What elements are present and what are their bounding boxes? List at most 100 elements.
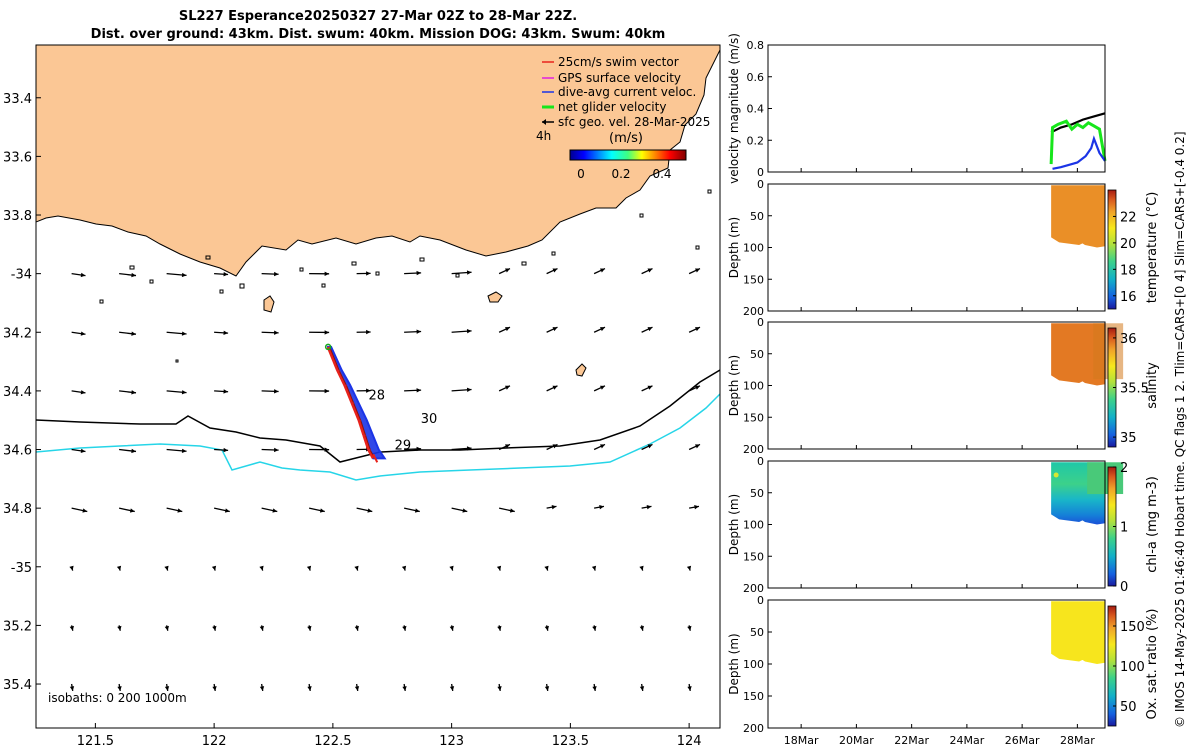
velocity-series-line xyxy=(1049,119,1107,165)
temperature-y-tick-label: 200 xyxy=(743,305,764,318)
geostrophic-arrowhead xyxy=(116,565,122,571)
geostrophic-arrowhead xyxy=(416,329,422,334)
time-axis-tick-label: 28Mar xyxy=(1060,734,1095,747)
island xyxy=(487,291,503,303)
oxygen-colorbar-tick-label: 150 xyxy=(1120,620,1145,635)
geostrophic-arrowhead xyxy=(552,444,558,449)
temperature-colorbar-tick-label: 20 xyxy=(1120,237,1137,252)
geostrophic-arrowhead xyxy=(131,448,137,454)
legend-label-sfc-geo-vel: sfc geo. vel. 28-Mar-2025 xyxy=(558,115,710,129)
salinity-y-tick-label: 200 xyxy=(743,443,764,456)
geostrophic-arrowhead xyxy=(402,625,407,631)
time-axis-tick-label: 24Mar xyxy=(950,734,985,747)
geostrophic-arrowhead xyxy=(416,270,422,276)
map-y-tick-label: -35 xyxy=(11,561,32,576)
geostrophic-arrowhead xyxy=(319,508,325,513)
geostrophic-arrowhead xyxy=(639,625,644,631)
geostrophic-arrowhead xyxy=(131,390,137,395)
oxygen-y-tick-label: 0 xyxy=(757,594,764,607)
geostrophic-arrowhead xyxy=(80,272,86,278)
velocity-plot-area xyxy=(768,45,1105,172)
time-axis-tick-label: 18Mar xyxy=(784,734,819,747)
map-y-tick-label: 34.2 xyxy=(3,326,32,341)
timeseries-panels: 0 0.2 0.4 0.6 0.8 velocity magnitude (m/s) 0 50… xyxy=(727,33,1160,747)
geostrophic-arrowhead xyxy=(647,444,653,449)
geostrophic-arrowhead xyxy=(212,625,217,631)
track-line-segment xyxy=(365,435,371,451)
geostrophic-arrowhead xyxy=(367,508,373,513)
velocity-y-tick-label: 0.8 xyxy=(747,39,765,52)
temperature-colorbar-tick-label: 16 xyxy=(1120,290,1137,305)
oxygen-y-tick-label: 200 xyxy=(743,722,764,735)
map-colorbar-tick: 0.2 xyxy=(611,167,630,181)
geostrophic-arrowhead xyxy=(552,385,558,390)
map-y-tick-label: 34.4 xyxy=(3,385,32,400)
geostrophic-arrowhead xyxy=(211,565,217,571)
geostrophic-arrowhead xyxy=(274,330,279,335)
panel-velocity: 0 0.2 0.4 0.6 0.8 velocity magnitude (m/s) xyxy=(727,33,1107,184)
track-day-labels: 28 29 30 xyxy=(369,389,438,454)
coastline-land xyxy=(36,45,720,277)
geostrophic-arrowhead xyxy=(164,686,170,691)
geostrophic-arrowhead xyxy=(600,327,606,332)
velocity-y-tick-label: 0 xyxy=(757,166,764,179)
map-legend: 25cm/s swim vector GPS surface velocity … xyxy=(536,55,710,181)
geostrophic-arrowhead xyxy=(69,565,74,571)
geostrophic-arrowhead xyxy=(366,388,371,393)
geostrophic-arrowhead xyxy=(117,625,122,631)
temperature-y-tick-label: 50 xyxy=(750,210,764,223)
geostrophic-arrowhead xyxy=(686,565,692,571)
geostrophic-arrowhead xyxy=(259,625,264,631)
geostrophic-arrowhead xyxy=(544,625,549,631)
geostrophic-arrowhead xyxy=(449,625,454,631)
temperature-y-tick-label: 0 xyxy=(757,178,764,191)
time-axis-tick-label: 20Mar xyxy=(839,734,874,747)
temperature-colorbar xyxy=(1107,189,1117,310)
salinity-data-field xyxy=(1051,323,1105,386)
chla-y-tick-label: 0 xyxy=(757,455,764,468)
swim-vector-segment xyxy=(367,448,375,460)
swim-vector-segment xyxy=(350,402,361,421)
geostrophic-arrowhead xyxy=(505,385,511,390)
geostrophic-arrowhead xyxy=(324,388,330,394)
geostrophic-arrowhead xyxy=(80,448,86,453)
geostrophic-arrowhead xyxy=(80,390,86,395)
geostrophic-arrowhead xyxy=(466,270,472,275)
geostrophic-arrowhead xyxy=(306,565,312,571)
geostrophic-arrowhead xyxy=(223,389,229,394)
geostrophic-arrowhead xyxy=(324,447,330,452)
track-line-segment xyxy=(329,347,341,372)
chla-colorbar-label: chl-a (mg m-3) xyxy=(1145,476,1160,573)
map-colorbar-tick: 0.4 xyxy=(652,167,671,181)
track-end-marker xyxy=(372,453,379,463)
salinity-colorbar-label: salinity xyxy=(1145,362,1160,409)
geostrophic-velocity-arrows xyxy=(69,267,701,692)
oxygen-y-label: Depth (m) xyxy=(727,633,741,694)
swim-vector-segment xyxy=(326,346,340,371)
track-start-marker xyxy=(324,343,332,351)
geostrophic-arrowhead xyxy=(466,387,472,392)
map-y-tick-label: 33.4 xyxy=(3,92,32,107)
geostrophic-arrowhead xyxy=(324,271,330,276)
geostrophic-arrowhead xyxy=(181,331,187,336)
salinity-colorbar-tick-label: 36 xyxy=(1120,332,1137,347)
geostrophic-arrowhead xyxy=(695,444,701,449)
oxygen-y-tick-label: 50 xyxy=(750,626,764,639)
salinity-plot-area xyxy=(768,322,1105,449)
geostrophic-arrowhead xyxy=(416,446,422,452)
swim-vector-segment xyxy=(357,419,366,436)
chla-colorbar-tick-label: 0 xyxy=(1120,580,1128,595)
salinity-y-tick-label: 0 xyxy=(757,316,764,329)
map-x-tick-label: 124 xyxy=(677,734,702,749)
velocity-y-tick-label: 0.6 xyxy=(747,71,765,84)
oxygen-colorbar-label: Ox. sat. ratio (%) xyxy=(1145,609,1160,720)
oxygen-y-tick-label: 150 xyxy=(743,690,764,703)
salinity-y-tick-label: 100 xyxy=(743,380,764,393)
velocity-series-line xyxy=(1052,135,1106,170)
map-x-tick-label: 122 xyxy=(202,734,227,749)
chla-y-tick-label: 150 xyxy=(743,550,764,563)
geostrophic-arrowhead xyxy=(505,444,511,449)
geostrophic-arrowhead xyxy=(497,625,502,631)
panel-oxygen: 0 50 100 150 200 150 100 50 Ox. sat. ratio (%) De… xyxy=(727,594,1160,735)
geostrophic-arrowhead xyxy=(687,625,692,631)
